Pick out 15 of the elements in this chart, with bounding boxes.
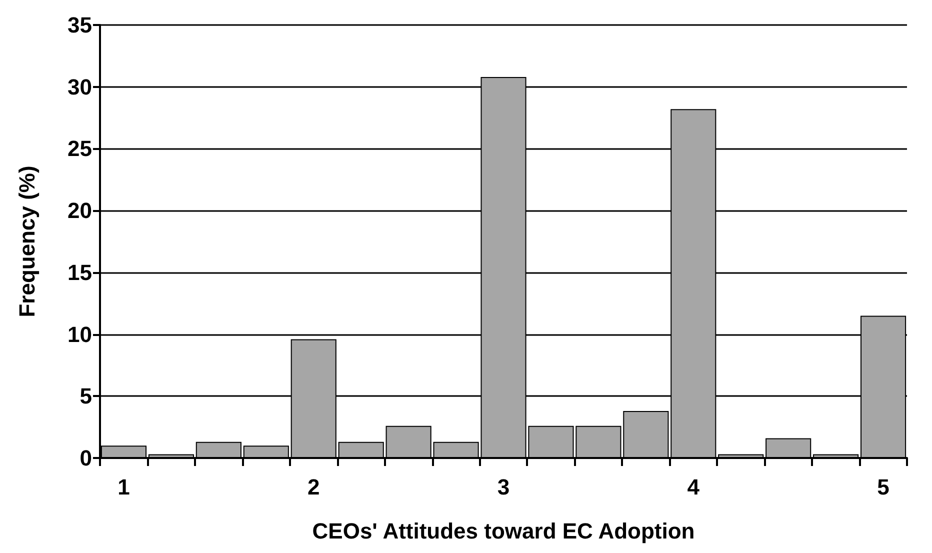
x-axis-title: CEOs' Attitudes toward EC Adoption xyxy=(312,518,695,544)
y-tick-label: 0 xyxy=(80,446,92,470)
y-tick-label: 5 xyxy=(80,384,92,409)
y-tick-label: 25 xyxy=(68,136,92,162)
x-tick-label: 3 xyxy=(497,474,510,500)
y-tick-label: 15 xyxy=(68,260,92,285)
y-tick-label: 20 xyxy=(68,198,92,224)
y-tick-label: 10 xyxy=(68,322,92,347)
x-tick-label: 1 xyxy=(118,474,130,500)
x-tick-label: 5 xyxy=(877,474,890,500)
y-axis-title: Frequency (%) xyxy=(14,166,40,318)
y-tick-label: 30 xyxy=(68,74,92,100)
y-tick-label: 35 xyxy=(68,12,92,38)
x-tick-label: 2 xyxy=(307,474,320,500)
x-tick-label: 4 xyxy=(687,474,700,500)
